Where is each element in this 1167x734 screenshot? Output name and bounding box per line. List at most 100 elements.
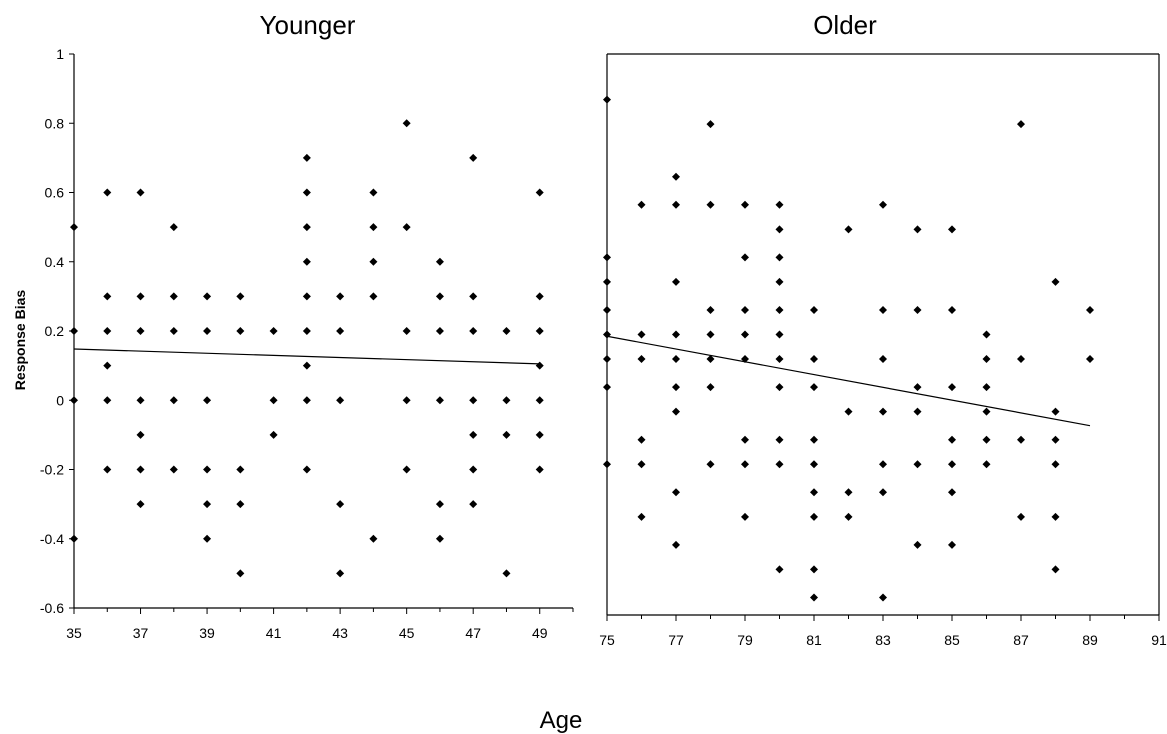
y-tick-label: 0.8 [45,115,65,131]
data-point [982,435,991,444]
data-point [775,355,784,364]
data-point [302,465,311,474]
data-point [948,305,956,314]
data-point [810,383,818,392]
data-point [775,460,784,469]
y-axis-label: Response Bias [12,290,28,391]
data-point [369,257,378,266]
data-point [1051,460,1060,469]
data-point [810,593,818,602]
data-point [672,488,680,497]
data-point [948,460,956,469]
data-point [535,396,544,405]
data-point [469,396,478,405]
data-point [637,435,646,444]
x-tick-label: 49 [532,625,548,641]
data-point [302,327,311,335]
y-tick-label: -0.4 [40,531,64,547]
data-point [603,355,611,364]
data-point [672,172,680,181]
data-point [672,355,680,364]
data-point [741,512,749,521]
data-point [402,223,411,232]
data-point [136,465,145,474]
data-point [1017,435,1025,444]
data-point [603,460,611,469]
data-point [775,277,784,286]
data-point [103,327,112,335]
data-point [369,188,378,197]
data-point [535,292,544,301]
data-point [879,305,887,314]
data-point [948,488,956,497]
data-point [70,223,78,232]
data-point [1086,355,1094,364]
data-point [948,225,956,234]
data-point [70,327,78,335]
data-point [70,396,78,405]
y-tick-labels: 1 0.8 0.6 0.4 0.2 0 -0.2 -0.4 -0.6 [40,46,64,616]
data-point [402,327,411,335]
data-point [435,292,444,301]
data-point [269,327,278,335]
points-younger [70,119,544,578]
data-point [637,512,646,521]
data-point [302,223,311,232]
panel-title-older: Older [813,10,877,40]
data-point [672,330,680,339]
trendline-older [606,335,1091,427]
y-tick-label: -0.2 [40,462,64,478]
data-point [1017,355,1025,364]
x-tick-label: 87 [1013,632,1029,648]
x-tick-labels-younger: 35 37 39 41 43 45 47 49 [66,625,548,641]
data-point [879,407,887,416]
data-point [302,153,311,162]
data-point [741,435,749,444]
data-point [1017,120,1025,129]
data-point [1051,435,1060,444]
data-point [913,383,922,392]
data-point [913,305,922,314]
data-point [741,305,749,314]
data-point [913,460,922,469]
data-point [913,407,922,416]
data-point [402,465,411,474]
data-point [136,430,145,439]
x-tick-label: 79 [737,632,753,648]
x-tick-label: 91 [1151,632,1167,648]
data-point [535,361,544,370]
data-point [982,383,991,392]
data-point [103,361,112,370]
data-point [336,292,345,301]
data-point [136,396,145,405]
data-point [535,430,544,439]
data-point [136,188,145,197]
data-point [369,534,378,543]
data-point [70,534,78,543]
x-tick-label: 43 [332,625,348,641]
data-point [502,430,511,439]
data-point [103,396,112,405]
data-point [913,540,922,549]
data-point [603,305,611,314]
data-point [948,383,956,392]
data-point [706,383,715,392]
data-point [203,327,212,335]
data-point [879,460,887,469]
data-point [535,465,544,474]
x-tick-label: 35 [66,625,82,641]
data-point [469,292,478,301]
data-point [136,292,145,301]
data-point [810,488,818,497]
data-point [1051,277,1060,286]
data-point [1051,512,1060,521]
x-tick-label: 83 [875,632,891,648]
x-tick-label: 37 [133,625,149,641]
data-point [402,396,411,405]
data-point [336,569,345,578]
data-point [982,460,991,469]
data-point [302,188,311,197]
data-point [706,200,715,209]
data-point [136,500,145,509]
x-tick-label: 89 [1082,632,1098,648]
